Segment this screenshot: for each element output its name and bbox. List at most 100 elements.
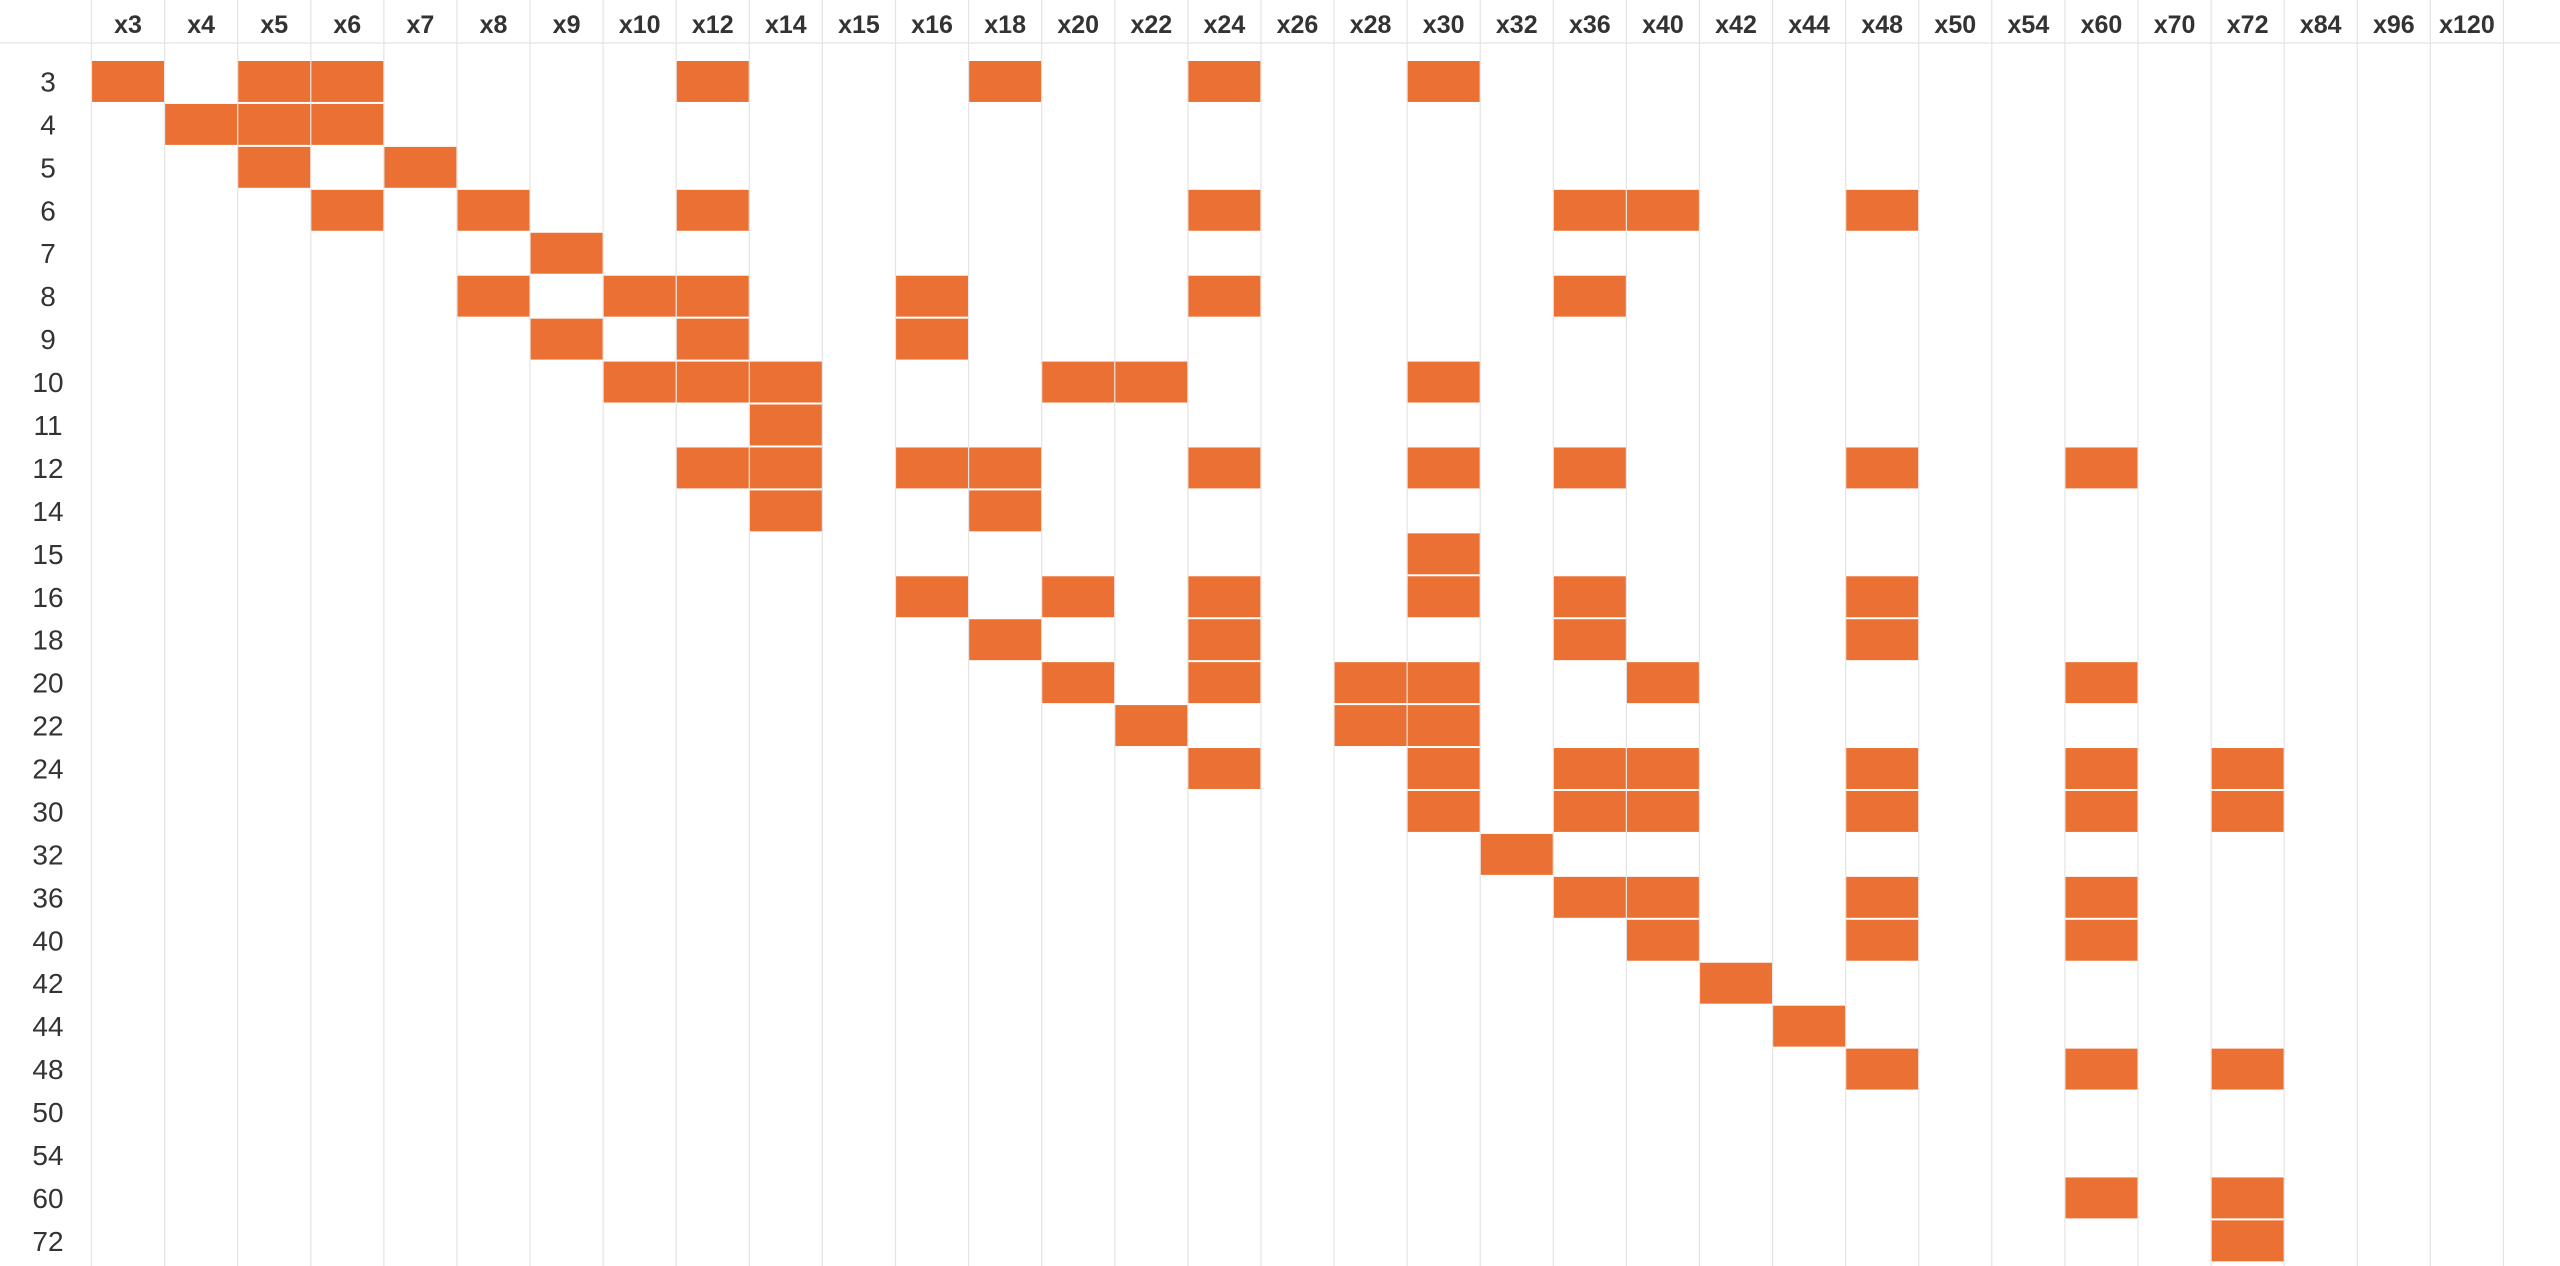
heatmap-cell	[969, 490, 1042, 532]
row-label: 9	[40, 324, 56, 355]
column-label: x96	[2373, 11, 2415, 39]
heatmap-cell	[1846, 576, 1919, 618]
row-label: 50	[32, 1097, 63, 1128]
column-label: x7	[406, 11, 434, 39]
heatmap-cell	[1773, 1005, 1846, 1047]
column-label: x6	[333, 11, 361, 39]
column-label: x10	[619, 11, 661, 39]
column-label: x44	[1788, 11, 1830, 39]
heatmap-cell	[896, 576, 968, 618]
heatmap-cell	[530, 318, 603, 360]
column-label: x28	[1350, 11, 1392, 39]
heatmap-cell	[2065, 447, 2138, 489]
heatmap-cell	[311, 61, 384, 102]
column-labels: x3 x4 x5 x6 x7 x8 x9 x10 x12 x14 x15 x16 x18 x20 x22 x2…	[114, 11, 2495, 39]
heatmap-cell	[1626, 790, 1699, 832]
heatmap-cell	[1626, 748, 1699, 789]
row-label: 72	[32, 1226, 63, 1257]
heatmap-cell	[676, 447, 749, 489]
column-label: x36	[1569, 11, 1611, 39]
heatmap-cell	[1846, 189, 1919, 231]
row-label: 30	[32, 796, 63, 827]
row-labels: 3 4 5 6 7 8 9 10 11 12 14 15 16 18 20 22 24 30 32 36 40 42 44 4…	[32, 66, 63, 1256]
heatmap-cell	[1407, 61, 1480, 102]
heatmap-cell	[165, 103, 238, 145]
column-label: x50	[1934, 11, 1976, 39]
heatmap-cell	[2211, 1220, 2284, 1262]
heatmap-cell	[1626, 189, 1699, 231]
column-label: x3	[114, 11, 142, 39]
heatmap-cell	[457, 189, 530, 231]
heatmap-cell	[676, 318, 749, 360]
filled-cells	[92, 61, 2284, 1262]
heatmap-cell	[1846, 619, 1919, 661]
heatmap-cell	[1553, 447, 1626, 489]
heatmap-cell	[1188, 576, 1261, 618]
column-label: x16	[911, 11, 953, 39]
row-label: 8	[40, 281, 56, 312]
heatmap-cell	[1626, 876, 1699, 918]
heatmap-cell	[969, 61, 1042, 102]
row-label: 11	[33, 410, 62, 441]
heatmap-cell	[1115, 705, 1188, 747]
column-label: x4	[187, 11, 215, 39]
heatmap-cell	[1334, 705, 1407, 747]
heatmap-cell	[676, 275, 749, 317]
heatmap-cell	[1407, 576, 1480, 618]
row-label: 32	[32, 839, 63, 870]
heatmap-cell	[749, 490, 822, 532]
heatmap-cell	[1700, 962, 1772, 1004]
heatmap-cell	[1188, 61, 1261, 102]
heatmap-cell	[2211, 790, 2284, 832]
heatmap-cell	[896, 318, 968, 360]
column-label: x120	[2439, 11, 2495, 39]
row-label: 24	[32, 754, 63, 785]
column-label: x5	[260, 11, 288, 39]
heatmap-cell	[311, 189, 384, 231]
heatmap-cell	[749, 361, 822, 403]
heatmap-cell	[2065, 1048, 2138, 1090]
heatmap-cell	[1188, 748, 1261, 789]
row-label: 44	[32, 1011, 63, 1042]
heatmap-cell	[1042, 662, 1115, 704]
heatmap-cell	[2065, 876, 2138, 918]
row-label: 4	[40, 109, 56, 140]
row-label: 14	[32, 496, 63, 527]
heatmap-cell	[1553, 189, 1626, 231]
heatmap-cell	[2065, 919, 2138, 961]
heatmap-cell	[1188, 189, 1261, 231]
heatmap-cell	[1407, 662, 1480, 704]
heatmap-cell	[1553, 619, 1626, 661]
row-label: 60	[32, 1183, 63, 1214]
heatmap-cell	[1188, 447, 1261, 489]
row-label: 16	[32, 582, 63, 613]
heatmap-cell	[749, 447, 822, 489]
heatmap-cell	[457, 275, 530, 317]
heatmap-cell	[1188, 662, 1261, 704]
column-label: x48	[1861, 11, 1903, 39]
row-label: 15	[32, 539, 63, 570]
heatmap-cell	[896, 275, 968, 317]
row-label: 48	[32, 1054, 63, 1085]
row-label: 5	[40, 152, 56, 183]
row-label: 7	[40, 238, 56, 269]
heatmap-cell	[603, 361, 676, 403]
column-label: x8	[480, 11, 508, 39]
row-label: 54	[32, 1140, 63, 1171]
heatmap-cell	[1846, 1048, 1919, 1090]
heatmap-cell	[1846, 748, 1919, 789]
column-label: x18	[984, 11, 1026, 39]
heatmap-cell	[1553, 576, 1626, 618]
row-label: 12	[32, 453, 63, 484]
row-label: 10	[32, 367, 63, 398]
heatmap-cell	[969, 447, 1042, 489]
column-label: x24	[1204, 11, 1246, 39]
column-label: x14	[765, 11, 807, 39]
column-label: x42	[1715, 11, 1757, 39]
heatmap-cell	[1407, 790, 1480, 832]
heatmap-cell	[311, 103, 384, 145]
heatmap-cell	[2065, 748, 2138, 789]
heatmap-cell	[1407, 748, 1480, 789]
heatmap-cell	[1846, 790, 1919, 832]
